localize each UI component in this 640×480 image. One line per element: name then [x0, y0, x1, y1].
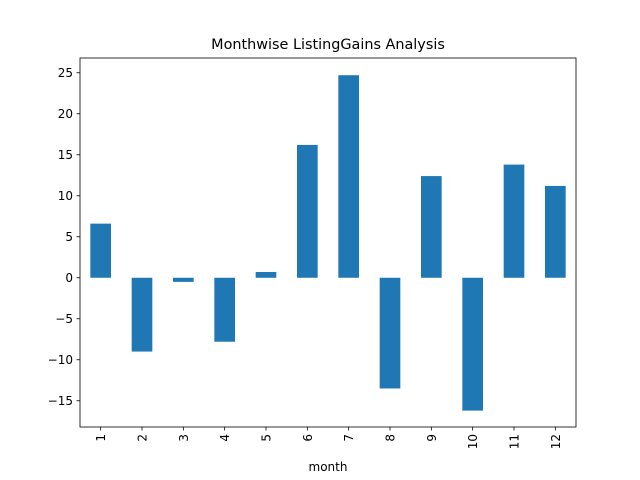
y-tick-label: −10	[48, 353, 73, 367]
bar-month-7	[338, 75, 359, 278]
x-axis-label: month	[309, 460, 348, 474]
bar-month-2	[131, 277, 153, 352]
x-tick-label: 10	[466, 434, 480, 449]
x-tick-label: 12	[549, 434, 563, 449]
y-tick-label: 5	[65, 230, 73, 244]
x-tick-label: 6	[301, 434, 315, 442]
bar-month-1	[90, 223, 111, 278]
chart-title: Monthwise ListingGains Analysis	[211, 37, 445, 53]
x-tick-label: 4	[218, 434, 232, 442]
x-tick-label: 1	[94, 434, 108, 442]
y-tick-label: −5	[55, 312, 73, 326]
plot-frame	[79, 57, 577, 428]
x-tick-label: 11	[508, 434, 522, 449]
x-tick-label: 7	[342, 434, 356, 442]
x-tick-label: 8	[384, 434, 398, 442]
x-tick-label: 9	[425, 434, 439, 442]
y-tick-label: 25	[58, 66, 73, 80]
bar-month-9	[421, 176, 442, 278]
y-tick-label: −15	[48, 394, 73, 408]
bar-month-4	[214, 277, 235, 342]
bars-layer	[90, 75, 566, 411]
x-tick-label: 3	[177, 434, 191, 442]
y-tick-label: 20	[58, 107, 73, 121]
x-tick-label: 2	[136, 434, 150, 442]
x-tick-label: 5	[260, 434, 274, 442]
bar-month-12	[545, 185, 566, 278]
bar-month-5	[255, 272, 277, 278]
bar-month-3	[173, 277, 194, 282]
y-tick-label: 15	[58, 148, 73, 162]
bar-month-11	[503, 164, 525, 278]
bar-month-8	[379, 277, 401, 389]
bar-month-6	[297, 144, 318, 278]
y-tick-label: 10	[58, 189, 73, 203]
y-tick-label: 0	[65, 271, 73, 285]
bar-month-10	[462, 277, 483, 411]
